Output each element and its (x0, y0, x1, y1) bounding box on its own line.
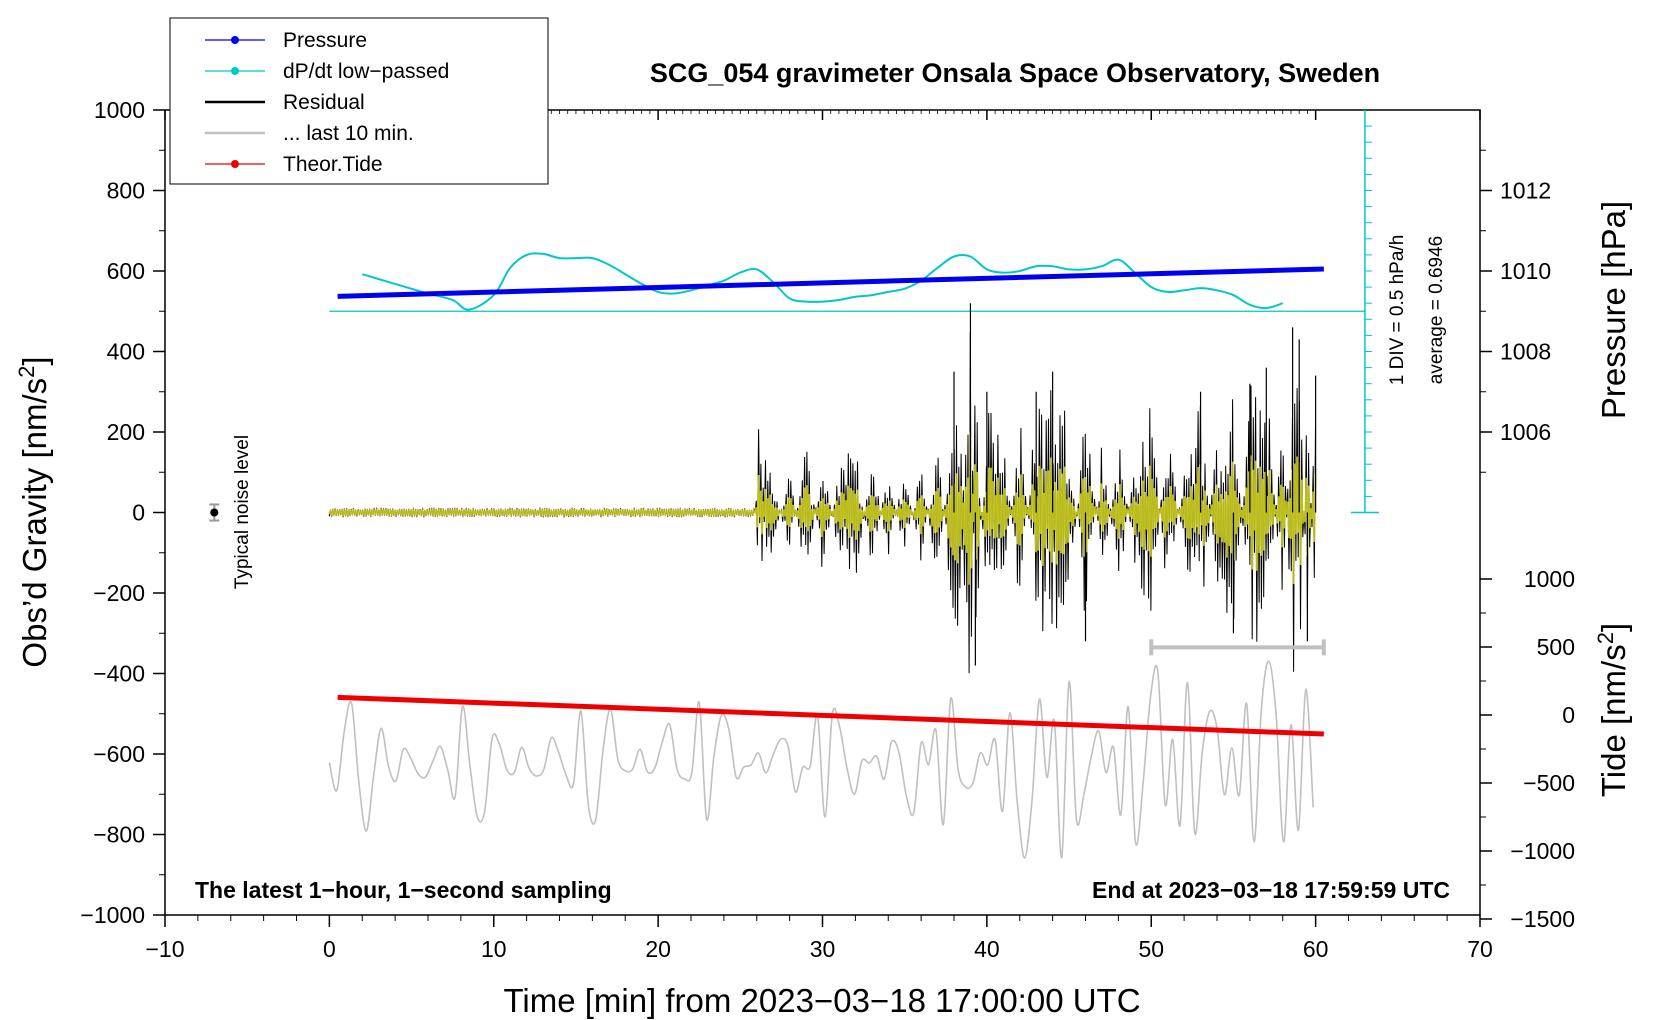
x-tick-label: −10 (145, 936, 184, 962)
average-label: average = 0.6946 (1426, 236, 1447, 384)
legend-label: dP/dt low−passed (283, 60, 449, 83)
y-tick-label: 600 (107, 258, 145, 284)
tide-line (337, 694, 1324, 737)
legend-label: Residual (283, 91, 365, 114)
x-tick-label: 40 (974, 936, 1000, 962)
y-tick-label: −800 (93, 822, 145, 848)
pressure-axis-title: Pressure [hPa] (1595, 201, 1632, 419)
y-axis-gravity: 1000 800 600 400 200 0 −200 −400 −600 −800 −1000 (80, 97, 165, 928)
legend-label: ... last 10 min. (283, 122, 414, 145)
pressure-tick-label: 1012 (1500, 178, 1551, 204)
legend-marker (231, 160, 239, 168)
legend-items: Pressure dP/dt low−passed Residual ... last… (205, 29, 449, 176)
tide-tick-label: −1000 (1510, 838, 1575, 864)
y-tick-label: 200 (107, 419, 145, 445)
noise-level-dot (210, 508, 219, 517)
pressure-series (337, 266, 1324, 299)
x-tick-label: 0 (323, 936, 336, 962)
y-axis-pressure: 1012 1010 1008 1006 (1480, 149, 1551, 473)
y-tick-label: −1000 (80, 902, 145, 928)
y-tick-label: 400 (107, 339, 145, 365)
div-label: 1 DIV = 0.5 hPa/h (1387, 235, 1408, 386)
y-tick-label: 0 (132, 500, 145, 526)
pressure-tick-label: 1010 (1500, 258, 1551, 284)
y-tick-label: 800 (107, 178, 145, 204)
tide-tick-label: 500 (1537, 634, 1575, 660)
legend: Pressure dP/dt low−passed Residual ... last… (169, 17, 549, 185)
legend-marker (231, 36, 239, 44)
x-tick-label: 10 (481, 936, 507, 962)
y-tick-label: −400 (93, 661, 145, 687)
legend-marker (231, 67, 239, 75)
tide-tick-label: −500 (1523, 770, 1575, 796)
chart-title: SCG_054 gravimeter Onsala Space Observat… (650, 58, 1380, 88)
x-axis-title: Time [min] from 2023−03−18 17:00:00 UTC (503, 982, 1140, 1019)
y-tick-label: 1000 (94, 97, 145, 123)
x-axis: −10 0 10 20 30 40 50 60 70 (145, 110, 1493, 962)
tide-tick-label: 1000 (1524, 566, 1575, 592)
legend-label: Pressure (283, 29, 367, 52)
x-tick-label: 60 (1303, 936, 1329, 962)
noise-level-label: Typical noise level (232, 435, 253, 589)
tide-tick-label: −1500 (1510, 906, 1575, 932)
residual-series (328, 303, 1317, 674)
x-tick-label: 70 (1467, 936, 1493, 962)
residual-filtered-line (328, 431, 1317, 585)
div-scale (329, 110, 1379, 514)
end-time-note: End at 2023−03−18 17:59:59 UTC (1092, 877, 1450, 903)
legend-label: Theor.Tide (283, 153, 383, 176)
last-10-min-series (328, 660, 1314, 859)
tide-tick-label: 0 (1562, 702, 1575, 728)
pressure-tick-label: 1006 (1500, 419, 1551, 445)
y-tick-label: −200 (93, 580, 145, 606)
pressure-tick-label: 1008 (1500, 339, 1551, 365)
y-tick-label: −600 (93, 741, 145, 767)
x-tick-label: 50 (1138, 936, 1164, 962)
x-tick-label: 20 (645, 936, 671, 962)
tide-series (337, 694, 1324, 737)
last-10-min-line (328, 660, 1314, 859)
latest-hour-note: The latest 1−hour, 1−second sampling (195, 877, 612, 903)
x-tick-label: 30 (810, 936, 836, 962)
pressure-line (337, 266, 1324, 299)
y-axis-title: Obs’d Gravity [nm/s2] (14, 356, 53, 667)
tide-axis-title: Tide [nm/s2] (1593, 623, 1632, 797)
chart-extras (209, 503, 1326, 656)
y-axis-tide: 1000 500 0 −500 −1000 −1500 (1480, 566, 1575, 932)
